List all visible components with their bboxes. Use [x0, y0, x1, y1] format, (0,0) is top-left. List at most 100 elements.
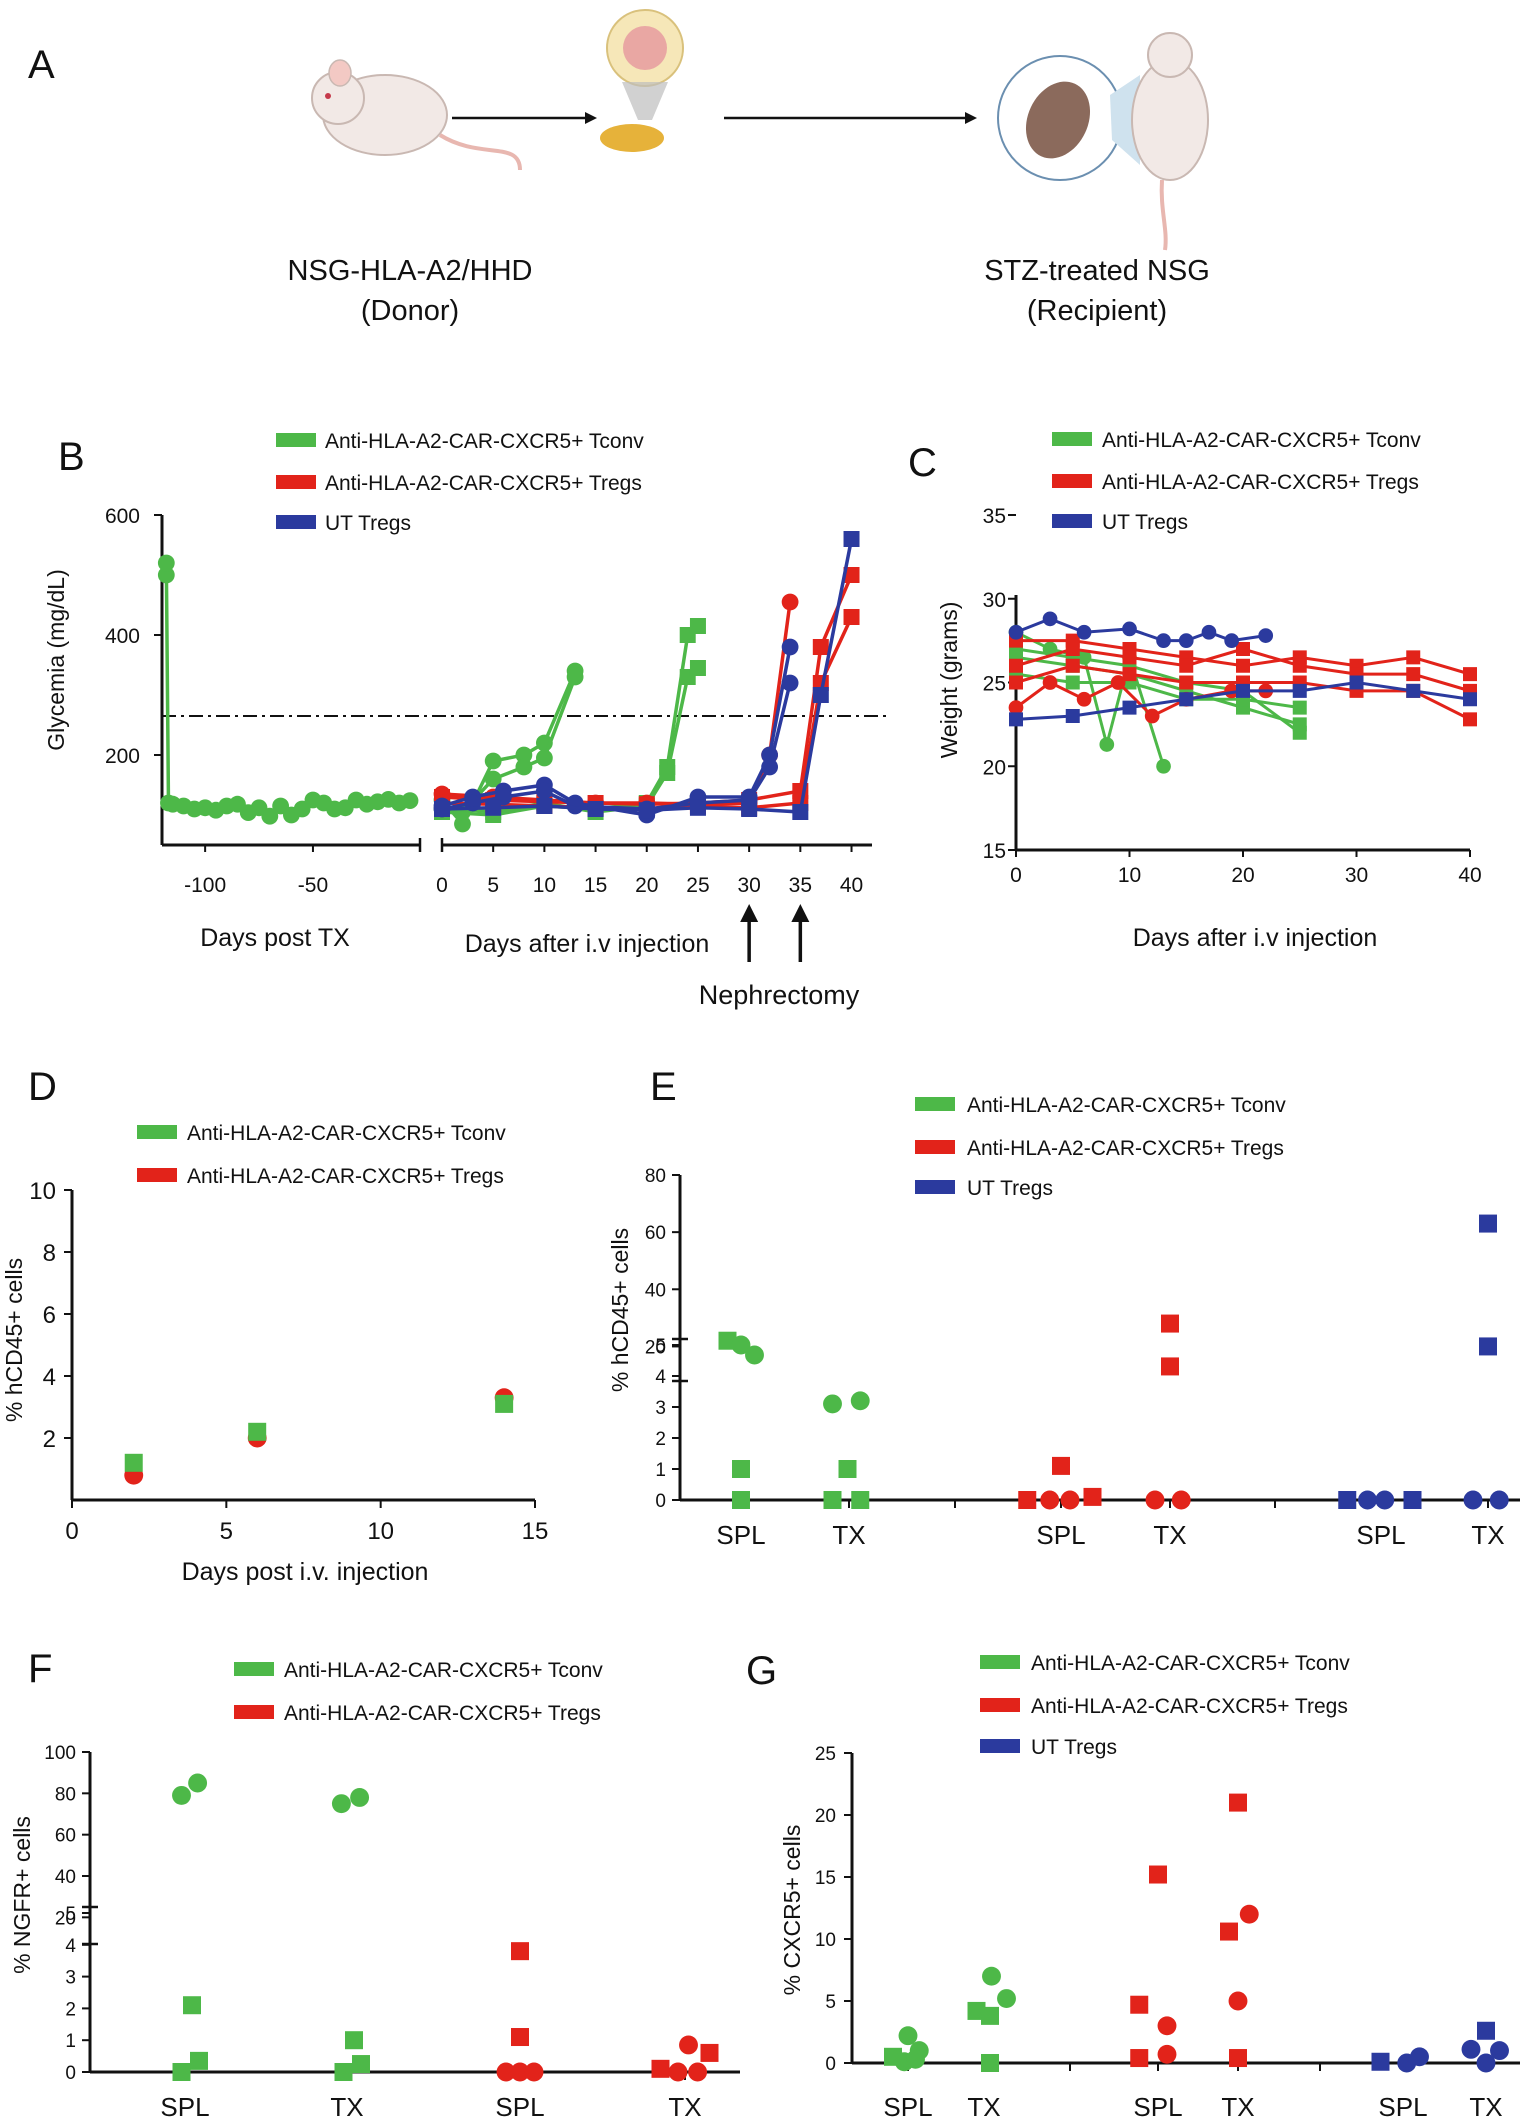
g-point-circle-marker: [1228, 1991, 1248, 2011]
c-point-circle-marker: [1258, 628, 1274, 643]
legend-c-ut-swatch: [1052, 514, 1092, 528]
legend-e-tconv-swatch: [915, 1097, 955, 1111]
f-y-tick-label: 60: [55, 1826, 76, 1847]
b-point-square-marker: [638, 802, 655, 819]
legend-c-ut-label: UT Tregs: [1102, 511, 1188, 534]
e-point-square-marker: [732, 1491, 750, 1509]
f-point-square-marker: [334, 2063, 353, 2081]
c-series-line: [1015, 647, 1301, 734]
legend-g-ut-label: UT Tregs: [1031, 1736, 1117, 1759]
g-point-circle-marker: [1410, 2047, 1429, 2067]
legend-g: Anti-HLA-A2-CAR-CXCR5+ Tconv Anti-HLA-A2…: [980, 1652, 1350, 1759]
f-y-tick-label: 0: [65, 2063, 76, 2084]
c-point-square-marker: [1406, 650, 1421, 665]
c-point-square-marker: [1236, 658, 1250, 673]
f-point-circle-marker: [688, 2062, 708, 2082]
b-point-circle-marker: [781, 674, 799, 692]
b-x-tick-label: 30: [737, 874, 760, 897]
b-series-line: [441, 574, 854, 806]
f-y-tick-label: 100: [44, 1743, 76, 1764]
c-x-tick-label: 30: [1345, 864, 1368, 887]
b-x-tick-label: -50: [298, 874, 328, 897]
g-category-label: SPL: [883, 2092, 932, 2118]
e-point-circle-marker: [1040, 1490, 1060, 1510]
c-point-circle-marker: [1110, 675, 1126, 690]
legend-g-tconv-swatch: [980, 1655, 1020, 1669]
b-nephrectomy-label: Nephrectomy: [699, 980, 860, 1010]
c-point-square-marker: [1292, 717, 1307, 732]
b-point-square-marker: [689, 660, 706, 676]
e-y-tick-label: 40: [645, 1280, 666, 1301]
g-point-circle-marker: [997, 1989, 1016, 2008]
legend-e-tregs-label: Anti-HLA-A2-CAR-CXCR5+ Tregs: [967, 1137, 1284, 1160]
e-y-tick-label: 60: [645, 1223, 666, 1244]
c-x-tick-label: 20: [1231, 864, 1254, 887]
b-point-circle-marker: [454, 815, 471, 833]
b-point-square-marker: [843, 609, 860, 625]
c-point-square-marker: [1463, 712, 1477, 727]
c-point-square-marker: [1009, 658, 1023, 673]
c-point-circle-marker: [1201, 624, 1217, 640]
b-pretx-point-circle-marker: [401, 792, 419, 809]
panel-letter-e: E: [650, 1065, 677, 1109]
g-category-label: TX: [967, 2092, 1000, 2118]
b-point-square-marker: [689, 799, 706, 816]
c-point-square-marker: [1122, 650, 1137, 665]
b-point-square-marker: [536, 798, 553, 814]
legend-c-tconv-label: Anti-HLA-A2-CAR-CXCR5+ Tconv: [1102, 429, 1421, 452]
legend-e-tconv-label: Anti-HLA-A2-CAR-CXCR5+ Tconv: [967, 1094, 1286, 1117]
b-nephrectomy-arrowhead: [791, 904, 810, 922]
b-nephrectomy-arrowhead: [740, 904, 759, 922]
c-series-line: [1015, 655, 1301, 726]
e-y-tick-label: 20: [645, 1337, 666, 1358]
legend-f-tconv-swatch: [234, 1662, 274, 1676]
b-point-square-marker: [843, 531, 860, 547]
g-point-square-marker: [1130, 2049, 1149, 2068]
b-pretx-point-circle-marker: [261, 807, 279, 825]
f-point-square-marker: [651, 2059, 670, 2078]
f-category-label: SPL: [495, 2092, 544, 2118]
legend-c-tconv-swatch: [1052, 432, 1092, 446]
c-point-square-marker: [1065, 642, 1080, 656]
f-category-label: TX: [668, 2092, 701, 2118]
panel-letter-a: A: [28, 43, 55, 87]
legend-f-tconv-label: Anti-HLA-A2-CAR-CXCR5+ Tconv: [284, 1659, 603, 1682]
e-y-tick-label: 80: [645, 1166, 666, 1187]
panel-a: A NSG-HLA-A2/HHD (Donor) STZ-trea: [28, 9, 1210, 327]
e-category-label: TX: [1153, 1520, 1186, 1550]
c-point-square-marker: [1349, 675, 1364, 690]
legend-c: Anti-HLA-A2-CAR-CXCR5+ Tconv Anti-HLA-A2…: [1052, 429, 1421, 534]
e-category-label: SPL: [1356, 1520, 1405, 1550]
b-point-square-marker: [485, 799, 502, 816]
f-category-label: TX: [330, 2092, 363, 2118]
g-point-square-marker: [1229, 2049, 1247, 2068]
c-point-square-marker: [1065, 658, 1080, 673]
panel-c: C Anti-HLA-A2-CAR-CXCR5+ Tconv Anti-HLA-…: [908, 429, 1482, 952]
f-point-circle-marker: [172, 1785, 191, 1805]
c-point-circle-marker: [1156, 633, 1171, 648]
e-point-circle-marker: [1145, 1490, 1165, 1510]
recipient-label-line1: STZ-treated NSG: [984, 255, 1210, 287]
g-point-circle-marker: [1157, 2016, 1177, 2036]
e-point-square-marker: [1479, 1214, 1497, 1233]
c-y-tick-label: 30: [983, 589, 1006, 612]
e-ylabel: % hCD45+ cells: [607, 1228, 633, 1392]
d-y-tick-label: 6: [43, 1302, 56, 1329]
g-y-tick-label: 25: [815, 1744, 836, 1765]
f-point-square-marker: [352, 2055, 370, 2074]
e-point-circle-marker: [745, 1345, 764, 1365]
e-point-square-marker: [1161, 1314, 1179, 1333]
b-series-line: [441, 538, 854, 814]
b-series-line: [441, 624, 700, 817]
donor-label-line1: NSG-HLA-A2/HHD: [288, 255, 533, 287]
b-point-square-marker: [659, 765, 676, 781]
legend-b-tregs-swatch: [276, 475, 316, 489]
panel-b: B Anti-HLA-A2-CAR-CXCR5+ Tconv Anti-HLA-…: [43, 430, 890, 1010]
c-point-circle-marker: [1076, 691, 1092, 707]
g-point-circle-marker: [982, 1966, 1001, 1986]
c-point-circle-marker: [1144, 708, 1160, 724]
c-series-line: [1015, 672, 1300, 710]
legend-g-ut-swatch: [980, 1739, 1020, 1753]
c-point-square-marker: [1122, 667, 1137, 682]
g-point-circle-marker: [1239, 1904, 1259, 1924]
